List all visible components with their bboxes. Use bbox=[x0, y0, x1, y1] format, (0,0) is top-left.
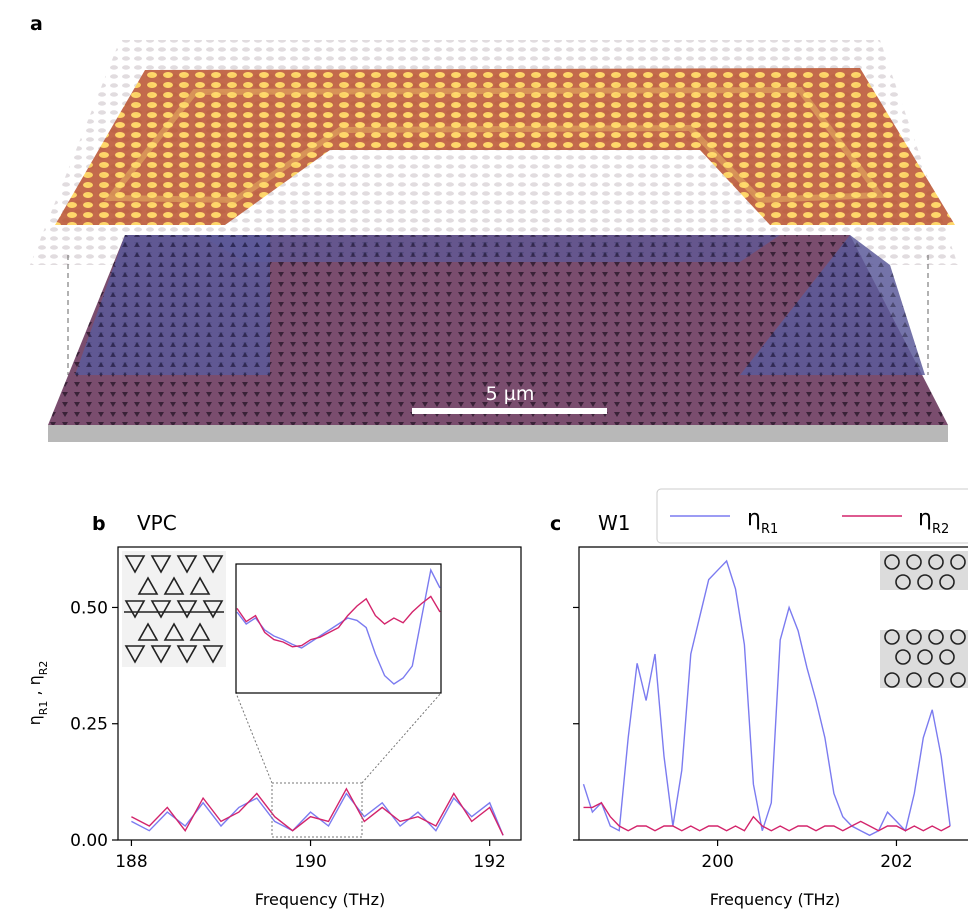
zoom-inset-series-line-2 bbox=[236, 595, 441, 648]
panel-b-xtick-label: 190 bbox=[294, 852, 326, 872]
lattice-triangle bbox=[150, 645, 172, 664]
device-slab-side bbox=[48, 425, 948, 442]
lattice-triangle bbox=[202, 600, 224, 619]
panel-c-axes-frame bbox=[578, 546, 968, 841]
lattice-hole bbox=[895, 574, 911, 590]
field-intensity-ring bbox=[55, 68, 955, 225]
lattice-hole bbox=[950, 672, 966, 688]
lattice-triangle bbox=[150, 555, 172, 574]
lattice-triangle bbox=[176, 600, 198, 619]
panel-c-xtick-label: 202 bbox=[880, 852, 912, 872]
lattice-hole bbox=[939, 649, 955, 665]
zoom-connector-left bbox=[235, 692, 273, 784]
lattice-triangle bbox=[137, 576, 159, 595]
panel-b-title: VPC bbox=[137, 511, 177, 535]
panel-b-axes-frame bbox=[117, 546, 522, 841]
lattice-triangle bbox=[202, 555, 224, 574]
panel-c-letter: c bbox=[550, 513, 561, 535]
panel-b-letter: b bbox=[92, 513, 106, 535]
lattice-triangle bbox=[163, 576, 185, 595]
lattice-triangle bbox=[150, 600, 172, 619]
lattice-triangle bbox=[163, 622, 185, 641]
scale-bar-label: 5 µm bbox=[486, 383, 535, 405]
panel-b-ytick-label: 0.25 bbox=[70, 715, 108, 735]
lattice-hole bbox=[906, 554, 922, 570]
lattice-triangle bbox=[202, 645, 224, 664]
lattice-triangle bbox=[124, 645, 146, 664]
lattice-hole bbox=[917, 574, 933, 590]
legend-label-r1: ηR1 bbox=[747, 506, 778, 537]
panel-b-xlabel: Frequency (THz) bbox=[255, 890, 385, 909]
panel-c-title: W1 bbox=[598, 511, 631, 535]
panel-c: c W1 200 202 Frequency (THz) bbox=[550, 511, 968, 909]
panel-b-ylabel: ηR1 , ηR2 bbox=[25, 661, 50, 726]
lattice-hole bbox=[928, 554, 944, 570]
lattice-hole bbox=[906, 629, 922, 645]
zoom-region-box bbox=[271, 782, 363, 838]
panel-b-xtick-label: 192 bbox=[473, 852, 505, 872]
ring-highlight bbox=[103, 86, 886, 204]
w1-lattice-inset bbox=[880, 551, 968, 688]
lattice-hole bbox=[884, 629, 900, 645]
legend: ηR1 ηR2 bbox=[656, 488, 968, 544]
panel-b: b VPC ηR1 , ηR2 0.00 0.25 0.50 188 190 192 F… bbox=[25, 511, 522, 909]
device-domain-right bbox=[740, 235, 925, 375]
lattice-hole bbox=[906, 672, 922, 688]
zoom-inset-frame bbox=[235, 563, 442, 694]
device-domain-left bbox=[75, 235, 270, 375]
panel-a: a 5 µm bbox=[30, 13, 958, 442]
lattice-triangle bbox=[124, 600, 146, 619]
lattice-hole bbox=[917, 649, 933, 665]
panel-b-ytick-label: 0.00 bbox=[70, 831, 108, 851]
panel-c-series-line-2 bbox=[583, 801, 951, 832]
lattice-triangle bbox=[124, 555, 146, 574]
lattice-hole bbox=[884, 554, 900, 570]
panel-c-xlabel: Frequency (THz) bbox=[710, 890, 840, 909]
legend-label-r2: ηR2 bbox=[918, 506, 949, 537]
lattice-triangle bbox=[176, 645, 198, 664]
panel-c-xtick-label: 200 bbox=[701, 852, 733, 872]
panel-b-series-line-2 bbox=[131, 787, 504, 836]
vpc-lattice-inset bbox=[122, 551, 226, 667]
lattice-hole bbox=[950, 554, 966, 570]
device-slab-top bbox=[48, 235, 948, 425]
panel-b-series-line-1 bbox=[131, 792, 504, 836]
lattice-hole bbox=[928, 672, 944, 688]
device-domain-top bbox=[200, 235, 780, 262]
lattice-triangle bbox=[176, 555, 198, 574]
lattice-triangle bbox=[189, 622, 211, 641]
panel-a-letter: a bbox=[30, 13, 43, 35]
lattice-hole bbox=[928, 629, 944, 645]
lattice-triangle bbox=[137, 622, 159, 641]
lattice-triangle bbox=[189, 576, 211, 595]
zoom-connector-right bbox=[361, 692, 442, 784]
lattice-hole bbox=[884, 672, 900, 688]
legend-box bbox=[656, 488, 968, 544]
lattice-hole bbox=[895, 649, 911, 665]
panel-c-series-line-1 bbox=[582, 559, 951, 837]
panel-b-xtick-label: 188 bbox=[115, 852, 147, 872]
lattice-hole bbox=[950, 629, 966, 645]
lattice-hole bbox=[939, 574, 955, 590]
panel-b-ytick-label: 0.50 bbox=[70, 598, 108, 618]
zoom-inset-series-line-1 bbox=[236, 567, 441, 685]
